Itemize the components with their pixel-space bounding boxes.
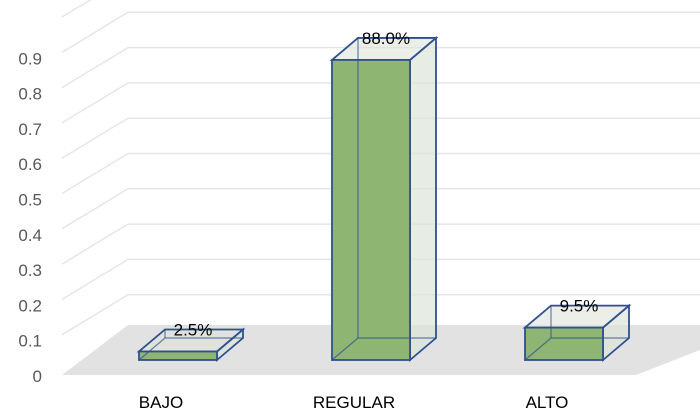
gridline [61, 11, 700, 53]
bar-side-face [409, 35, 437, 362]
gridlines [61, 0, 700, 336]
bar-data-label: 88.0% [362, 29, 410, 48]
bar-front-face [138, 350, 218, 361]
y-tick-label: 0.1 [18, 332, 42, 351]
bar-data-label: 2.5% [174, 320, 213, 339]
y-tick-label: 0.6 [18, 155, 42, 174]
bar-data-label: 9.5% [560, 297, 599, 316]
gridline [61, 82, 700, 124]
gridline [61, 293, 700, 336]
bar [136, 327, 246, 362]
y-tick-label: 0.7 [18, 120, 42, 139]
category-label: REGULAR [313, 393, 395, 412]
bar-front-face [331, 59, 411, 361]
x-axis-categories: BAJO REGULAR ALTO [139, 393, 569, 412]
y-tick-label: 0.4 [18, 226, 42, 245]
bars [136, 35, 632, 362]
bar-front-face [524, 326, 604, 361]
y-tick-label: 0.5 [18, 191, 42, 210]
y-tick-label: 0.2 [18, 296, 42, 315]
y-tick-label: 0.8 [18, 85, 42, 104]
y-tick-label: 0.3 [18, 261, 42, 280]
data-labels: 2.5% 88.0% 9.5% [174, 29, 599, 340]
gridline [61, 117, 700, 159]
gridline [61, 46, 700, 89]
bar [329, 35, 439, 362]
gridline [61, 152, 700, 195]
y-tick-label: 0.9 [18, 49, 42, 68]
category-label: BAJO [139, 393, 183, 412]
gridline [61, 223, 700, 265]
gridline [61, 258, 700, 301]
category-label: ALTO [526, 393, 569, 412]
gridline [61, 188, 700, 230]
y-axis-ticks: 0 0.1 0.2 0.3 0.4 0.5 0.6 0.7 0.8 0.9 [18, 49, 42, 386]
bar [522, 303, 632, 362]
y-tick-label: 0 [33, 367, 42, 386]
gridline [61, 0, 92, 18]
